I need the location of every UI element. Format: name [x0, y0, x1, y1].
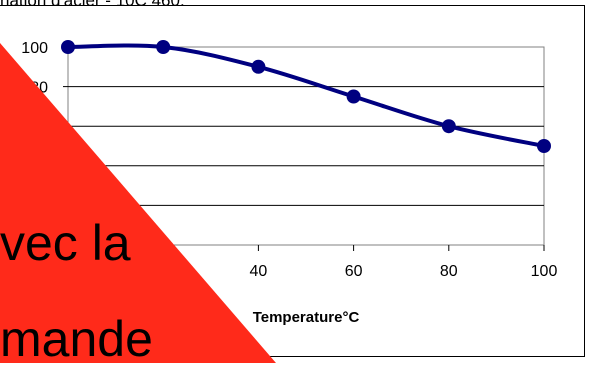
data-point [346, 89, 361, 104]
red-corner-banner [0, 43, 276, 363]
x-axis-label: Temperature°C [253, 309, 360, 326]
x-tick-label: 60 [345, 263, 363, 280]
data-point [537, 139, 551, 153]
data-point [251, 59, 266, 74]
banner-text-line-1: vec la [0, 215, 131, 271]
x-tick-label: 80 [440, 263, 458, 280]
x-tick-label: 40 [250, 263, 268, 280]
banner-text-line-2: mande [0, 311, 153, 367]
data-point [441, 119, 456, 134]
x-tick-label: 100 [531, 263, 558, 280]
data-point [61, 40, 75, 54]
data-point [156, 40, 171, 54]
y-tick-label: 100 [21, 40, 48, 57]
series-line [66, 43, 546, 148]
chart-frame [0, 5, 585, 357]
